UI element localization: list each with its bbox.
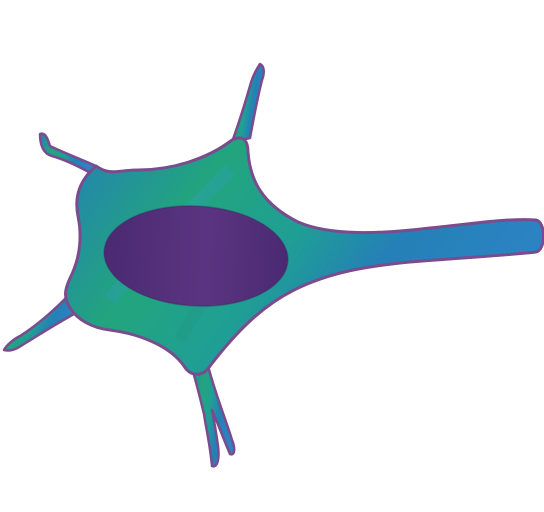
dendrite-bottom (188, 360, 236, 468)
dendrite-top (230, 62, 265, 144)
nucleus (103, 205, 289, 307)
dendrite-upper-left (38, 132, 98, 178)
cell-body (64, 136, 544, 376)
dendrite-lower-left (2, 296, 76, 352)
